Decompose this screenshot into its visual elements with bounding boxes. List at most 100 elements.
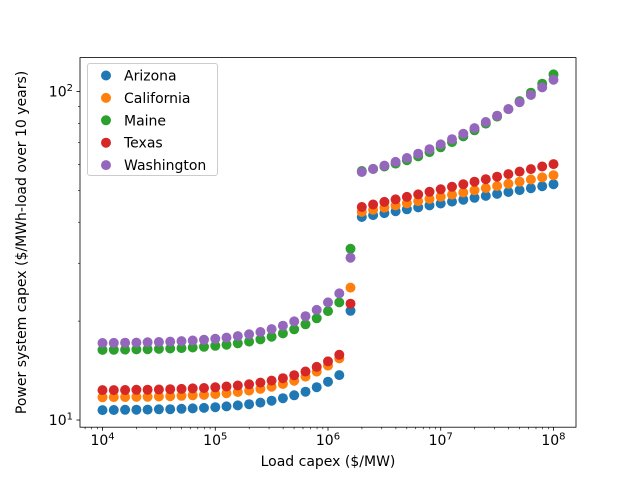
data-point: [187, 342, 198, 353]
legend-box: [87, 63, 218, 176]
data-point: [525, 183, 536, 194]
data-point: [97, 405, 108, 416]
data-point: [390, 194, 401, 205]
data-point: [334, 349, 345, 360]
data-point: [458, 194, 469, 205]
data-point: [480, 117, 491, 127]
data-point: [120, 344, 131, 355]
data-point: [108, 344, 119, 355]
data-point: [142, 391, 153, 402]
data-point: [120, 392, 131, 402]
data-point: [165, 343, 176, 354]
data-point: [232, 331, 243, 342]
data-point: [311, 361, 322, 372]
data-point: [289, 324, 300, 335]
data-point: [199, 383, 209, 393]
data-point: [379, 196, 390, 207]
data-point: [120, 337, 131, 348]
data-point: [537, 82, 548, 93]
y-axis: 101 102: [49, 83, 80, 429]
data-point: [221, 339, 232, 350]
data-point: [492, 188, 503, 199]
data-point: [210, 382, 221, 393]
data-point: [447, 181, 457, 192]
data-point: [266, 375, 277, 386]
series-texas: [97, 159, 559, 396]
data-point: [255, 377, 266, 388]
data-point: [368, 199, 379, 210]
data-point: [131, 337, 142, 348]
data-point: [120, 385, 131, 395]
data-point: [199, 334, 209, 345]
data-point: [187, 383, 198, 394]
data-point: [176, 390, 187, 401]
legend-item-arizona: Arizona: [101, 69, 177, 85]
data-point: [232, 338, 243, 349]
legend-item-maine: Maine: [101, 113, 166, 129]
data-point: [458, 179, 469, 190]
data-point: [311, 304, 322, 315]
data-point: [300, 366, 311, 377]
data-point: [255, 334, 266, 345]
data-point: [345, 298, 356, 309]
data-point: [525, 174, 536, 185]
legend-item-washington: Washington: [101, 158, 206, 174]
data-point: [187, 335, 198, 346]
data-point: [311, 382, 322, 393]
data-point: [469, 176, 480, 187]
data-point: [447, 189, 457, 200]
data-point: [537, 181, 548, 192]
data-point: [199, 389, 209, 400]
data-point: [142, 384, 153, 395]
data-point: [97, 344, 108, 355]
data-point: [345, 282, 356, 293]
x-axis: 104 105 106 107 108: [84, 427, 566, 450]
data-point: [548, 159, 559, 170]
data-point: [244, 336, 255, 347]
x-tick-label: 106: [316, 432, 340, 450]
data-point: [176, 336, 187, 347]
data-point: [458, 128, 469, 139]
legend-marker-icon: [101, 115, 111, 126]
data-point: [334, 297, 345, 308]
data-point: [401, 153, 412, 163]
x-tick-label: 107: [429, 432, 453, 450]
data-point: [266, 395, 277, 406]
data-point: [153, 384, 164, 395]
data-point: [323, 356, 333, 367]
data-point: [142, 337, 153, 348]
data-point: [537, 161, 548, 172]
data-point: [289, 370, 300, 381]
data-point: [187, 403, 198, 414]
data-point: [142, 344, 153, 355]
data-point: [153, 391, 164, 402]
legend: Arizona California Maine Texas Washington: [87, 63, 218, 176]
data-point: [503, 104, 514, 115]
legend-marker-icon: [101, 92, 111, 103]
data-point: [255, 397, 266, 408]
y-axis-label: Power system capex ($/MWh-load over 10 y…: [14, 71, 30, 414]
data-point: [525, 90, 536, 100]
data-point: [514, 166, 525, 177]
data-point: [187, 390, 198, 401]
data-point: [176, 343, 187, 354]
data-point: [221, 401, 232, 412]
data-point: [210, 402, 221, 413]
data-point: [548, 74, 559, 85]
data-point: [210, 340, 221, 351]
data-point: [503, 169, 514, 180]
data-point: [232, 380, 243, 391]
data-point: [503, 187, 514, 197]
legend-marker-icon: [101, 137, 111, 148]
data-point: [153, 404, 164, 415]
data-point: [311, 313, 322, 324]
legend-marker-icon: [101, 160, 111, 171]
data-point: [480, 190, 491, 201]
data-point: [323, 306, 333, 317]
data-point: [131, 391, 142, 402]
data-point: [176, 383, 187, 394]
data-point: [447, 134, 457, 145]
data-point: [345, 243, 356, 254]
legend-item-california: California: [101, 91, 190, 107]
data-point: [413, 148, 424, 159]
